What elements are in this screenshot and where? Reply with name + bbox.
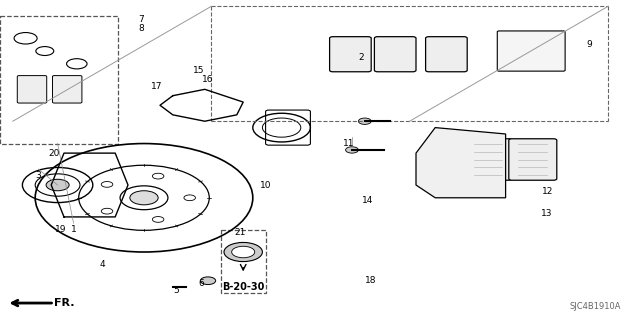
FancyBboxPatch shape <box>426 37 467 72</box>
Text: 8: 8 <box>138 24 143 33</box>
Text: 7: 7 <box>138 15 143 24</box>
Text: 9: 9 <box>586 40 591 49</box>
FancyBboxPatch shape <box>52 76 82 103</box>
Circle shape <box>184 195 195 201</box>
Text: 20: 20 <box>49 149 60 158</box>
Text: 5: 5 <box>173 286 179 295</box>
Text: 21: 21 <box>234 228 246 237</box>
Text: 19: 19 <box>55 225 67 234</box>
Text: 3: 3 <box>36 171 41 180</box>
Text: 2: 2 <box>359 53 364 62</box>
Text: 4: 4 <box>100 260 105 269</box>
Text: 10: 10 <box>260 181 271 189</box>
Circle shape <box>346 147 358 153</box>
Circle shape <box>224 242 262 262</box>
Text: FR.: FR. <box>54 298 75 308</box>
Text: B-20-30: B-20-30 <box>222 282 264 292</box>
FancyBboxPatch shape <box>509 139 557 180</box>
Text: SJC4B1910A: SJC4B1910A <box>570 302 621 311</box>
Circle shape <box>200 277 216 285</box>
Text: 18: 18 <box>365 276 377 285</box>
FancyBboxPatch shape <box>330 37 371 72</box>
FancyBboxPatch shape <box>374 37 416 72</box>
Text: 14: 14 <box>362 197 374 205</box>
Circle shape <box>46 179 69 191</box>
Text: 12: 12 <box>541 187 553 196</box>
Text: 1: 1 <box>71 225 76 234</box>
Text: 6: 6 <box>199 279 204 288</box>
FancyBboxPatch shape <box>464 139 512 180</box>
Text: 17: 17 <box>151 82 163 91</box>
Text: 13: 13 <box>541 209 553 218</box>
Circle shape <box>101 208 113 214</box>
Circle shape <box>152 217 164 222</box>
Circle shape <box>101 182 113 187</box>
Circle shape <box>152 173 164 179</box>
Circle shape <box>232 246 255 258</box>
Polygon shape <box>416 128 506 198</box>
FancyBboxPatch shape <box>17 76 47 103</box>
Circle shape <box>130 191 158 205</box>
Text: 16: 16 <box>202 75 214 84</box>
FancyBboxPatch shape <box>497 31 565 71</box>
Circle shape <box>358 118 371 124</box>
Text: 11: 11 <box>343 139 355 148</box>
Text: 15: 15 <box>193 66 204 75</box>
